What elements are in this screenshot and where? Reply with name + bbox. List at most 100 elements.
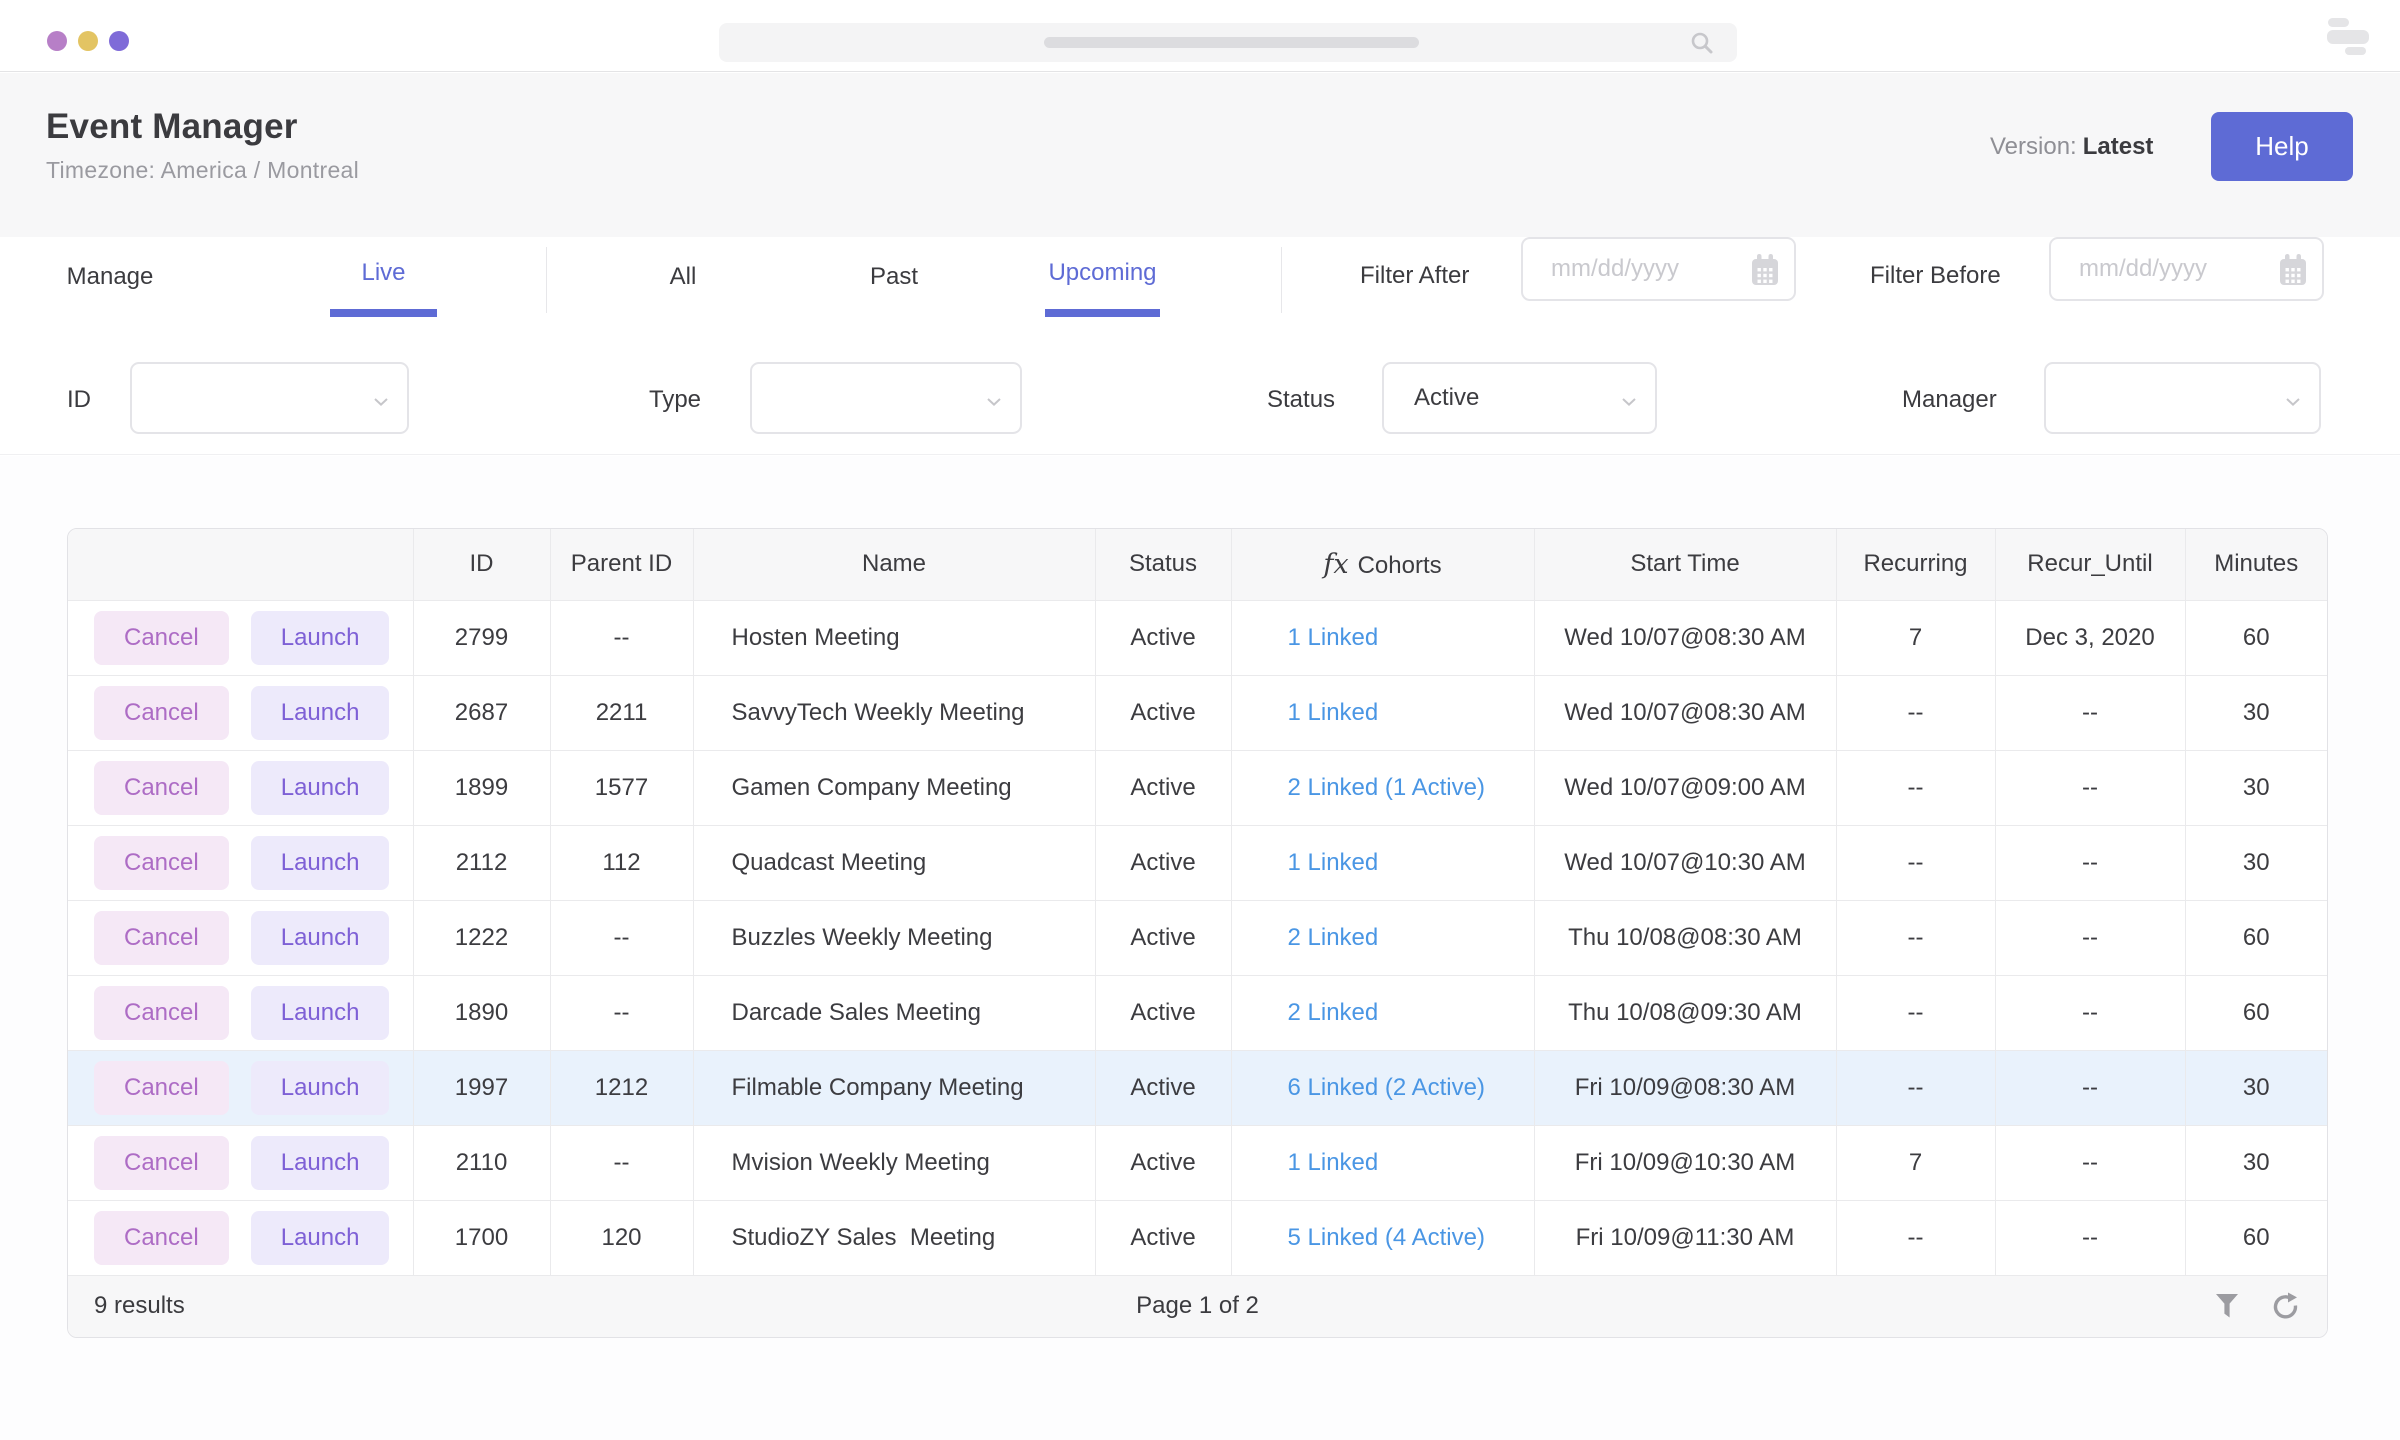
cell-name: StudioZY Sales Meeting [693,1200,1096,1276]
tab-manage[interactable]: Manage [66,263,154,290]
cohorts-link[interactable]: 6 Linked (2 Active) [1287,1073,1485,1101]
refresh-icon[interactable] [2271,1291,2301,1321]
header-cohorts: fx Cohorts [1231,529,1535,601]
cell-name: Mvision Weekly Meeting [693,1125,1096,1201]
manager-select[interactable] [2044,362,2321,434]
filter-icon[interactable] [2215,1293,2239,1319]
cancel-button[interactable]: Cancel [94,910,229,965]
status-select[interactable]: Active [1382,362,1657,434]
cell-recurring: -- [1836,1200,1996,1276]
cancel-button[interactable]: Cancel [94,1135,229,1190]
cell-start-time: Wed 10/07@09:00 AM [1534,750,1837,826]
tab-upcoming[interactable]: Upcoming [1045,237,1160,317]
cancel-button[interactable]: Cancel [94,685,229,740]
browser-search-field[interactable] [719,23,1737,62]
cell-id: 1997 [413,1050,551,1126]
launch-button[interactable]: Launch [250,1060,390,1115]
cancel-button[interactable]: Cancel [94,985,229,1040]
cell-minutes: 60 [2185,900,2327,976]
launch-button[interactable]: Launch [250,1135,390,1190]
cell-minutes: 30 [2185,1125,2327,1201]
cell-recur-until: -- [1995,675,2186,751]
cell-status: Active [1095,825,1232,901]
cell-actions: Cancel Launch [68,825,414,901]
cohorts-link[interactable]: 1 Linked [1287,1148,1379,1176]
help-button[interactable]: Help [2211,112,2353,181]
tab-divider [546,247,547,313]
page-indicator: Page 1 of 2 [1136,1292,1259,1319]
cohorts-link[interactable]: 1 Linked [1287,623,1379,651]
cell-start-time: Wed 10/07@10:30 AM [1534,825,1837,901]
table-row: Cancel Launch 1222 -- Buzzles Weekly Mee… [68,900,2327,976]
launch-button[interactable]: Launch [250,910,390,965]
id-select[interactable] [130,362,409,434]
cell-cohorts: 1 Linked [1231,675,1535,751]
status-select-value: Active [1414,384,1480,411]
chevron-down-icon [986,394,1002,412]
cancel-button[interactable]: Cancel [94,1060,229,1115]
results-count: 9 results [94,1292,185,1319]
cohorts-link[interactable]: 1 Linked [1287,698,1379,726]
launch-button[interactable]: Launch [250,1210,390,1265]
version-value: Latest [2082,133,2154,160]
cell-parent-id: -- [550,600,694,676]
cell-status: Active [1095,1125,1232,1201]
type-filter-label: Type [649,386,702,413]
table-row: Cancel Launch 2112 112 Quadcast Meeting … [68,825,2327,901]
cell-id: 2112 [413,825,551,901]
cell-recurring: -- [1836,900,1996,976]
cancel-button[interactable]: Cancel [94,1210,229,1265]
cell-parent-id: 2211 [550,675,694,751]
cell-recurring: 7 [1836,600,1996,676]
window-control-dot-1[interactable] [47,31,67,51]
cancel-button[interactable]: Cancel [94,610,229,665]
cell-recurring: 7 [1836,1125,1996,1201]
search-icon[interactable] [1689,30,1715,61]
cohorts-link[interactable]: 2 Linked [1287,998,1379,1026]
table-body: Cancel Launch 2799 -- Hosten Meeting Act… [68,600,2327,1276]
browser-menu-redacted[interactable] [2327,18,2369,55]
header-actions [68,529,414,601]
filter-before-label: Filter Before [1870,262,2001,289]
redacted-search-text [1044,37,1419,48]
filter-after-datebox [1521,237,1796,301]
cell-start-time: Wed 10/07@08:30 AM [1534,600,1837,676]
filter-after-input[interactable] [1551,239,1741,299]
cell-recur-until: Dec 3, 2020 [1995,600,2186,676]
cell-recur-until: -- [1995,975,2186,1051]
cell-recurring: -- [1836,1050,1996,1126]
cell-cohorts: 6 Linked (2 Active) [1231,1050,1535,1126]
cell-id: 2110 [413,1125,551,1201]
calendar-icon[interactable] [2278,253,2308,292]
type-select[interactable] [750,362,1022,434]
cohorts-link[interactable]: 2 Linked (1 Active) [1287,773,1485,801]
cell-id: 1899 [413,750,551,826]
cell-actions: Cancel Launch [68,975,414,1051]
cell-status: Active [1095,975,1232,1051]
calendar-icon[interactable] [1750,253,1780,292]
launch-button[interactable]: Launch [250,610,390,665]
cell-actions: Cancel Launch [68,1200,414,1276]
header-minutes: Minutes [2185,529,2327,601]
table-row: Cancel Launch 2110 -- Mvision Weekly Mee… [68,1125,2327,1201]
header-id: ID [413,529,551,601]
tab-past[interactable]: Past [869,263,919,290]
launch-button[interactable]: Launch [250,685,390,740]
window-control-dot-3[interactable] [109,31,129,51]
window-control-dot-2[interactable] [78,31,98,51]
table-row: Cancel Launch 1997 1212 Filmable Company… [68,1050,2327,1126]
tab-bar: Manage Live All Past Upcoming Filter Aft… [0,237,2400,323]
tab-live[interactable]: Live [330,237,437,317]
launch-button[interactable]: Launch [250,835,390,890]
cohorts-link[interactable]: 1 Linked [1287,848,1379,876]
cohorts-link[interactable]: 2 Linked [1287,923,1379,951]
tab-all[interactable]: All [669,263,697,290]
cancel-button[interactable]: Cancel [94,760,229,815]
cell-minutes: 60 [2185,600,2327,676]
cancel-button[interactable]: Cancel [94,835,229,890]
cohorts-link[interactable]: 5 Linked (4 Active) [1287,1223,1485,1251]
launch-button[interactable]: Launch [250,760,390,815]
filter-before-input[interactable] [2079,239,2269,299]
launch-button[interactable]: Launch [250,985,390,1040]
header-recurring: Recurring [1836,529,1996,601]
